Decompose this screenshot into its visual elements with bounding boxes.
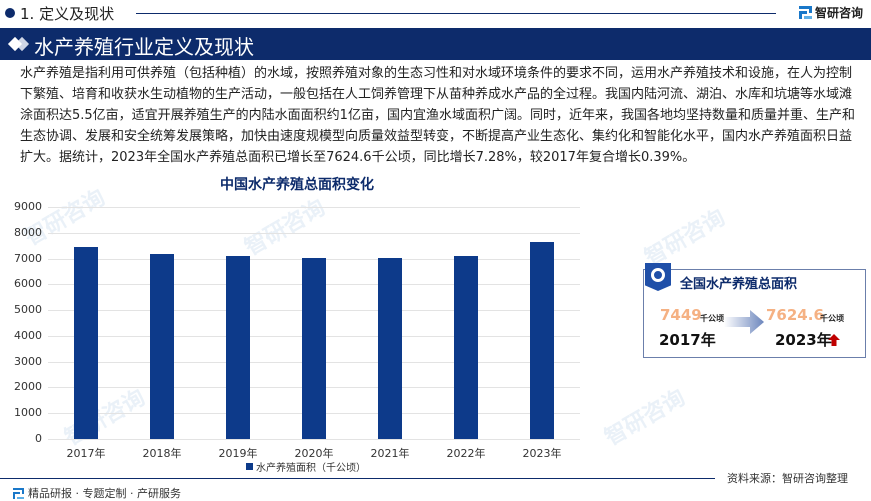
watermark: 智研咨询 [600, 385, 690, 451]
chart-legend: 水产养殖面积（千公顷） [246, 459, 366, 474]
x-axis-tick-label: 2018年 [142, 447, 182, 460]
bar [454, 255, 478, 439]
chart-ring-icon [651, 268, 665, 282]
x-axis-tick-label: 2019年 [218, 447, 258, 460]
x-axis-tick-label: 2023年 [522, 447, 562, 460]
up-arrow-icon [828, 334, 840, 346]
start-year: 2017年 [659, 331, 716, 349]
arrow-right-icon [724, 310, 764, 334]
summary-card [643, 269, 866, 358]
gridline [48, 207, 580, 208]
summary-card-title: 全国水产养殖总面积 [680, 277, 798, 292]
footer-tagline-group: 精品研报 · 专题定制 · 产研服务 [13, 485, 181, 501]
chart-title: 中国水产养殖总面积变化 [220, 177, 374, 193]
end-year: 2023年 [775, 331, 832, 349]
y-axis-tick-label: 4000 [14, 328, 42, 342]
y-axis-tick-label: 0 [35, 432, 42, 445]
y-axis-tick-label: 7000 [14, 251, 42, 265]
brand-logo-icon [798, 6, 812, 19]
page-title: 水产养殖行业定义及现状 [34, 35, 254, 59]
section-label: 1. 定义及现状 [20, 5, 115, 23]
footer-divider [0, 478, 715, 479]
legend-label: 水产养殖面积（千公顷） [256, 463, 366, 474]
bar [74, 246, 98, 439]
end-unit: 千公顷 [820, 314, 844, 323]
x-axis-tick-label: 2020年 [294, 447, 334, 460]
bar [378, 258, 402, 439]
watermark: 智研咨询 [640, 205, 730, 271]
y-axis-tick-label: 9000 [14, 200, 42, 213]
x-axis-tick-label: 2017年 [66, 447, 106, 460]
x-axis-tick-label: 2021年 [370, 447, 410, 460]
brand-name: 智研咨询 [814, 6, 863, 20]
y-axis-tick-label: 1000 [14, 406, 42, 420]
y-axis-tick-label: 8000 [14, 225, 42, 239]
footer-tagline: 精品研报 · 专题定制 · 产研服务 [28, 487, 181, 500]
start-value: 7449 [660, 306, 702, 324]
x-axis-tick-label: 2022年 [446, 447, 486, 460]
title-banner: 水产养殖行业定义及现状 [0, 28, 871, 60]
brand-logo-icon [13, 487, 24, 499]
y-axis-tick-label: 2000 [14, 380, 42, 394]
gridline [48, 439, 580, 440]
section-header: 1. 定义及现状 智研咨询 [0, 0, 871, 26]
brand-logo-group: 智研咨询 [798, 4, 863, 21]
header-divider [136, 13, 776, 14]
end-value: 7624.6 [766, 306, 824, 324]
start-unit: 千公顷 [700, 314, 724, 323]
description-paragraph: 水产养殖是指利用可供养殖（包括种植）的水域，按照养殖对象的生态习性和对水域环境条… [20, 66, 855, 165]
y-axis-tick-label: 5000 [14, 303, 42, 317]
legend-swatch [246, 463, 253, 470]
bullet-dot-icon [5, 8, 15, 18]
data-source: 资料来源：智研咨询整理 [727, 472, 848, 485]
gridline [48, 232, 580, 234]
y-axis-tick-label: 3000 [14, 354, 42, 368]
bar [226, 255, 250, 439]
bar [302, 257, 326, 439]
bar [150, 253, 174, 439]
y-axis-tick-label: 6000 [14, 277, 42, 291]
bar-chart: 0 1000 2000 3000 4000 5000 6000 7000 8000 9000 201… [0, 195, 600, 460]
bar [530, 242, 554, 439]
